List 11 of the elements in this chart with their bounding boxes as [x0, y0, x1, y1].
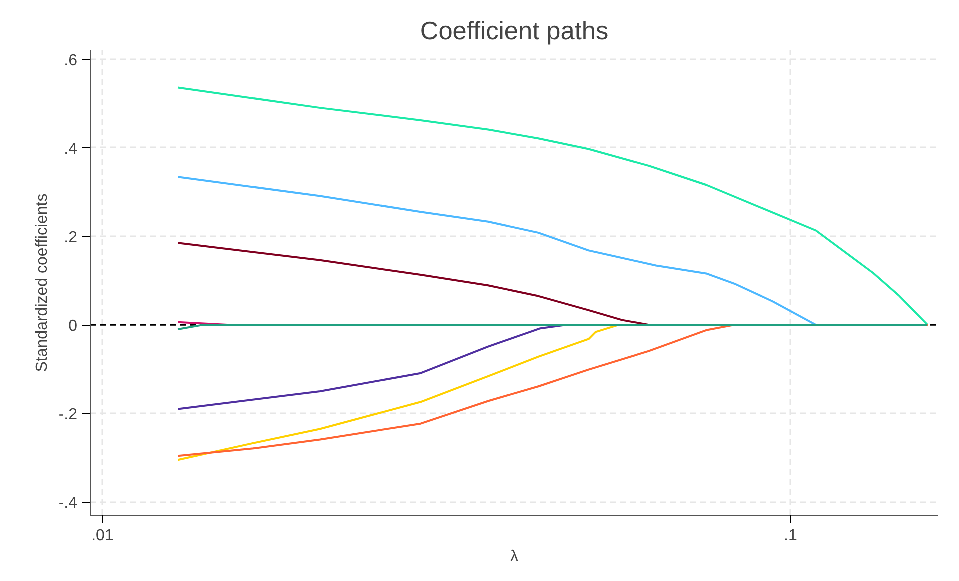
y-tick-label: .6 [64, 52, 78, 70]
y-axis-title: Standardized coefficients [34, 194, 51, 372]
x-axis-title: λ [510, 548, 518, 566]
y-tick-label: 0 [68, 318, 78, 336]
x-tick-label: .1 [784, 528, 798, 544]
y-tick-label: -.4 [58, 495, 78, 512]
y-tick-label: -.2 [58, 406, 78, 424]
chart-title: Coefficient paths [420, 18, 609, 46]
y-tick-label: .2 [64, 230, 78, 246]
y-tick-label: .4 [64, 140, 78, 158]
x-tick-label: .01 [92, 528, 114, 544]
